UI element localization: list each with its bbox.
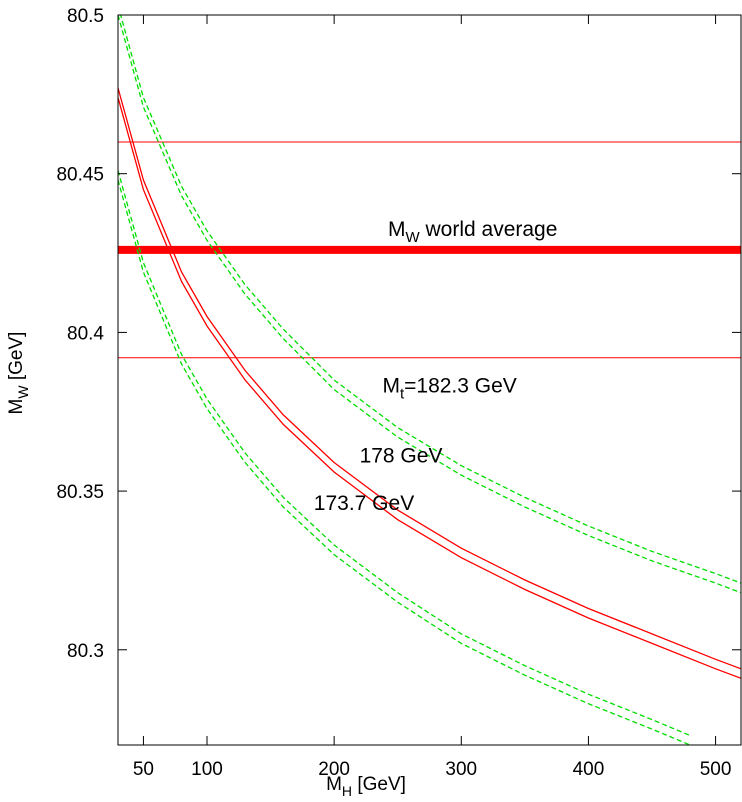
x-tick-label: 200	[318, 759, 350, 780]
x-tick-label: 100	[191, 759, 223, 780]
x-tick-label: 500	[700, 759, 732, 780]
y-tick-label: 80.35	[56, 482, 104, 503]
y-tick-label: 80.4	[67, 323, 104, 344]
curve-annotations: Mt=182.3 GeV 178 GeV 173.7 GeV	[314, 375, 517, 515]
curve-label: Mt=182.3 GeV	[382, 375, 516, 403]
y-axis-label: MW [GeV]	[6, 332, 31, 415]
world-average-band	[118, 141, 741, 359]
series-line-4	[118, 97, 741, 679]
plot-border	[117, 14, 742, 746]
series-line-2	[118, 179, 691, 745]
x-axis-ticks: 50 100 200 300 400 500	[133, 15, 732, 780]
series-line-1	[118, 170, 691, 737]
series-line-6	[118, 15, 741, 594]
curve-label: 173.7 GeV	[314, 492, 414, 515]
series-line-5	[119, 15, 741, 584]
world-average-label: MW world average	[388, 218, 557, 246]
curve-label: 178 GeV	[360, 445, 443, 468]
x-tick-label: 50	[133, 759, 154, 780]
series-curves	[118, 15, 741, 745]
x-axis-label: MH [GeV]	[326, 774, 406, 799]
y-tick-label: 80.45	[56, 165, 104, 186]
y-axis-ticks: 80.3 80.35 80.4 80.45 80.5	[56, 6, 741, 662]
plot-frame	[117, 14, 742, 746]
y-tick-label: 80.5	[67, 6, 104, 27]
x-tick-label: 300	[445, 759, 477, 780]
y-tick-label: 80.3	[67, 641, 104, 662]
x-tick-label: 400	[573, 759, 605, 780]
series-line-3	[118, 87, 741, 670]
